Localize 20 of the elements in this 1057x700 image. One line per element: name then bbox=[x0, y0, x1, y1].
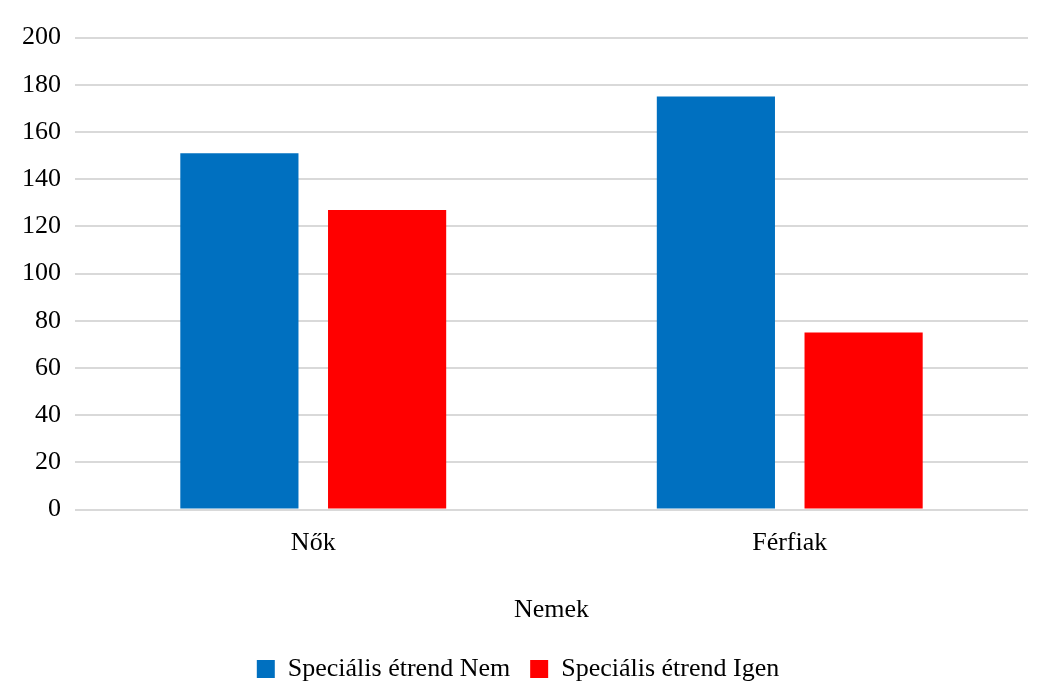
legend-label: Speciális étrend Nem bbox=[287, 652, 511, 682]
y-tick-label: 200 bbox=[22, 21, 61, 51]
y-tick-label: 140 bbox=[22, 163, 61, 193]
x-axis-title: Nemek bbox=[513, 594, 590, 624]
x-tick-label: Férfiak bbox=[752, 527, 828, 557]
y-tick-label: 100 bbox=[22, 257, 61, 287]
y-tick-label: 120 bbox=[22, 210, 61, 240]
bar bbox=[656, 96, 775, 509]
y-tick-label: 180 bbox=[22, 68, 61, 98]
y-tick-label: 20 bbox=[35, 446, 61, 476]
y-tick-label: 160 bbox=[22, 115, 61, 145]
y-tick-label: 60 bbox=[35, 351, 61, 381]
legend-label: Speciális étrend Igen bbox=[561, 652, 780, 682]
y-tick-label: 80 bbox=[35, 304, 61, 334]
bar bbox=[328, 209, 447, 509]
bar bbox=[804, 332, 923, 509]
x-tick-label: Nők bbox=[290, 527, 336, 557]
y-tick-label: 0 bbox=[48, 493, 61, 523]
bar bbox=[180, 153, 299, 509]
y-tick-label: 40 bbox=[35, 399, 61, 429]
